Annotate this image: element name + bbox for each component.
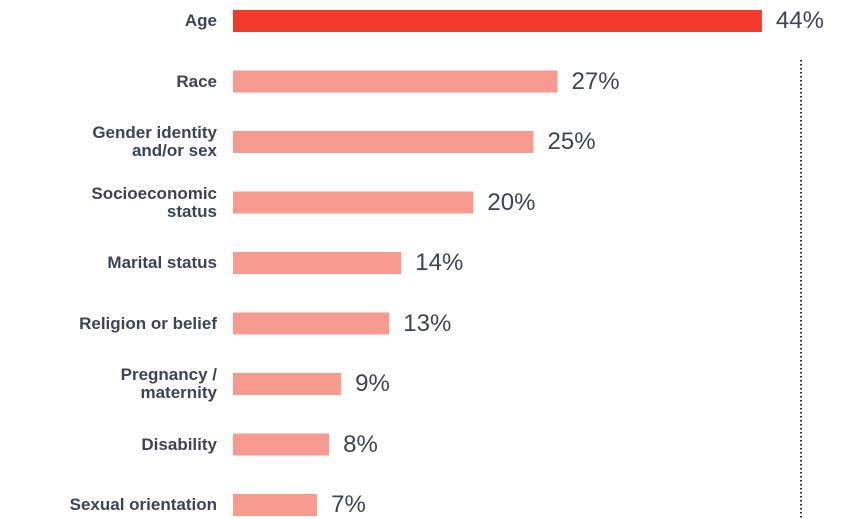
bar — [233, 494, 318, 516]
bar — [233, 10, 762, 32]
category-label: Sexual orientation — [69, 495, 217, 514]
value-label: 8% — [343, 430, 378, 458]
category-label: Religion or belief — [79, 313, 217, 333]
value-label: 27% — [571, 67, 620, 95]
value-label: 7% — [331, 491, 366, 518]
category-label: Marital status — [107, 253, 217, 272]
bar — [233, 70, 558, 93]
bar — [233, 252, 402, 274]
value-label: 9% — [355, 370, 390, 397]
category-label: Gender identity and/or sex — [92, 123, 217, 160]
category-label: Age — [184, 11, 217, 30]
category-label: Race — [176, 71, 217, 91]
bar — [233, 433, 330, 456]
bar — [233, 131, 534, 153]
bar — [233, 373, 342, 395]
value-label: 25% — [547, 128, 596, 155]
bar — [233, 191, 474, 214]
category-label: Socioeconomic status — [91, 183, 217, 221]
value-label: 44% — [775, 7, 824, 34]
category-label: Disability — [141, 434, 217, 454]
value-label: 14% — [415, 249, 464, 276]
value-label: 13% — [403, 309, 452, 337]
bar — [233, 312, 390, 335]
value-label: 20% — [487, 188, 536, 216]
category-label: Pregnancy / maternity — [120, 365, 217, 402]
